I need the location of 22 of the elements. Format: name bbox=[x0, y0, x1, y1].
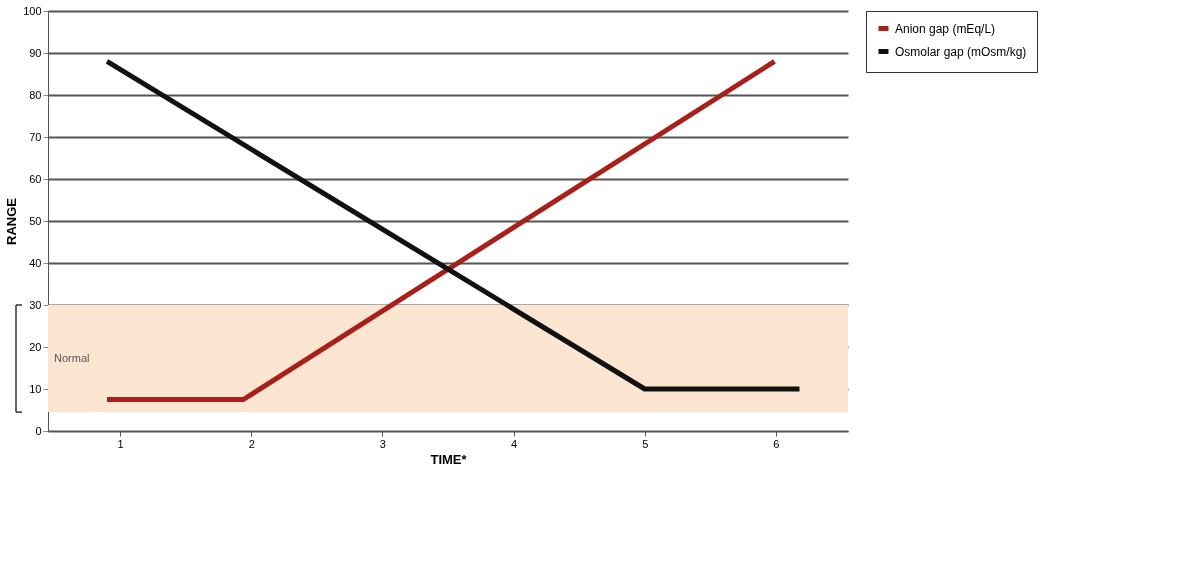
x-axis-title: TIME* bbox=[430, 451, 468, 467]
legend-label: Osmolar gap (mOsm/kg) bbox=[895, 44, 1027, 59]
y-tick-label: 80 bbox=[29, 88, 42, 101]
y-tick-label: 50 bbox=[29, 214, 42, 227]
x-tick-label: 3 bbox=[379, 437, 386, 450]
y-tick-label: 30 bbox=[29, 298, 42, 311]
x-tick-label: 6 bbox=[773, 437, 780, 450]
y-tick-label: 60 bbox=[29, 172, 42, 185]
y-tick-label: 100 bbox=[23, 4, 42, 17]
legend-label: Anion gap (mEq/L) bbox=[895, 21, 996, 36]
x-tick-label: 2 bbox=[248, 437, 255, 450]
band-label: Normal bbox=[54, 351, 90, 364]
y-tick-label: 10 bbox=[29, 382, 42, 395]
y-tick-label: 20 bbox=[29, 340, 42, 353]
y-tick-label: 0 bbox=[35, 424, 42, 437]
x-tick-label: 5 bbox=[642, 437, 649, 450]
x-tick-label: 4 bbox=[511, 437, 518, 450]
y-axis-title: RANGE bbox=[4, 197, 20, 245]
y-tick-label: 70 bbox=[29, 130, 42, 143]
y-tick-label: 40 bbox=[29, 256, 42, 269]
x-tick-label: 1 bbox=[117, 437, 124, 450]
y-tick-label: 90 bbox=[29, 46, 42, 59]
